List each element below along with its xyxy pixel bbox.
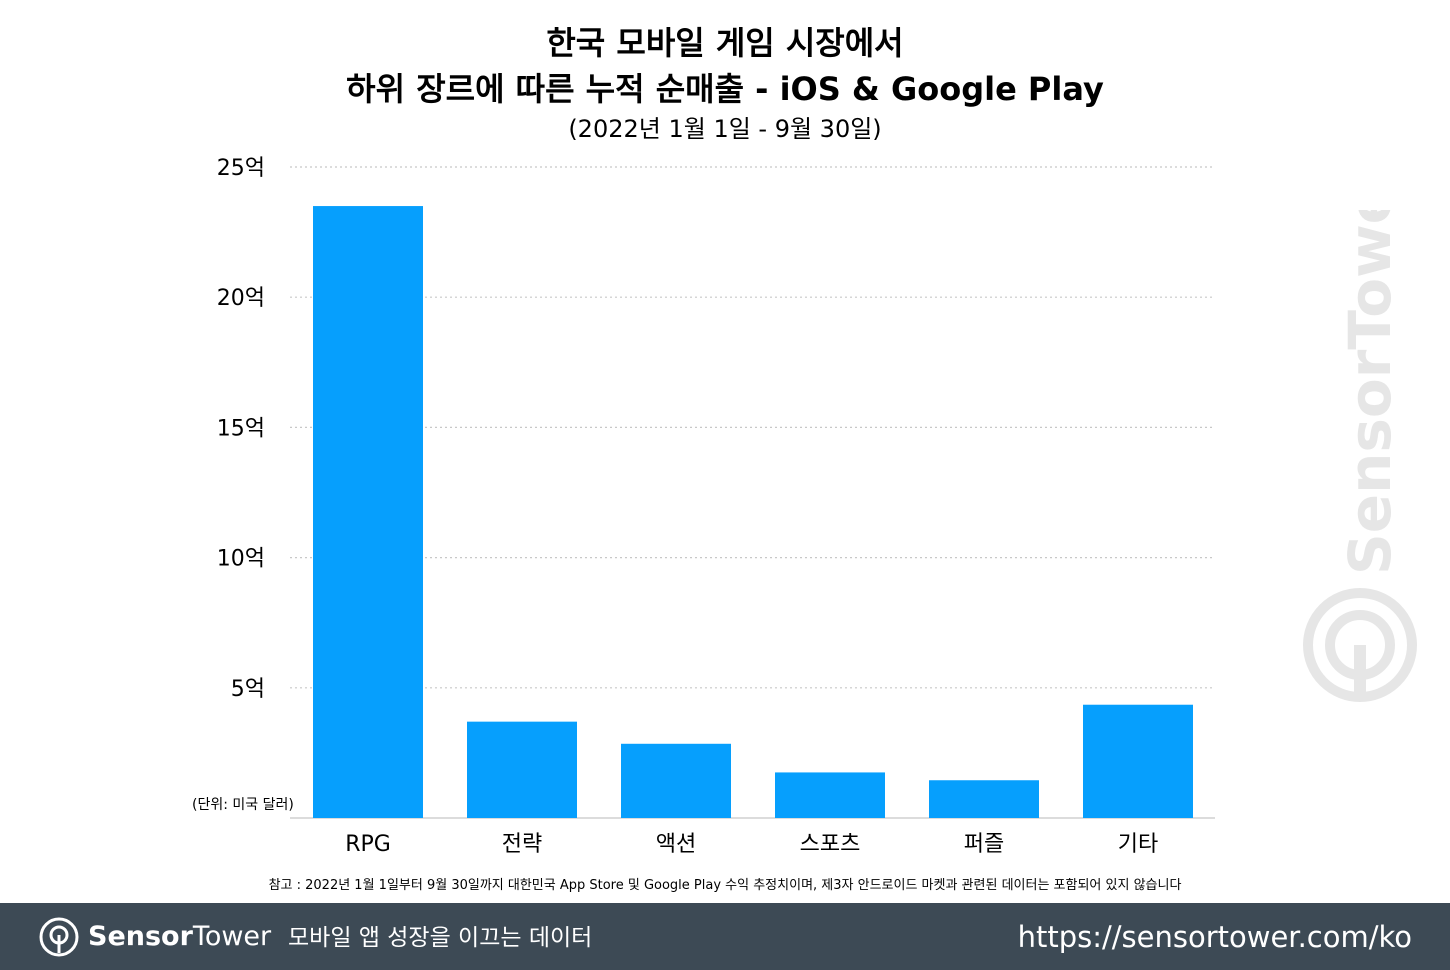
bar-2 xyxy=(621,743,731,818)
bar-3 xyxy=(775,772,885,818)
y-tick-label: 10억 xyxy=(217,547,265,572)
sensortower-logo-icon xyxy=(39,917,79,957)
bar-1 xyxy=(467,721,577,818)
footer-tagline: 모바일 앱 성장을 이끄는 데이터 xyxy=(288,925,593,951)
bar-4 xyxy=(929,780,1039,818)
footnote: 참고 : 2022년 1월 1일부터 9월 30일까지 대한민국 App Sto… xyxy=(268,878,1182,893)
y-tick-label: 20억 xyxy=(217,286,265,311)
bar-chart: 5억 10억 15억 20억 25억 RPG 전략 액션 스포츠 퍼즐 기타 xyxy=(217,156,1215,857)
footer-brand-bold: Sensor xyxy=(88,921,193,952)
bar-5 xyxy=(1083,704,1193,818)
x-tick-label: 스포츠 xyxy=(800,832,861,857)
footer-brand-regular: Tower xyxy=(192,921,272,952)
footer-url-link[interactable]: https://sensortower.com/ko xyxy=(1017,920,1412,954)
x-tick-label: 기타 xyxy=(1118,832,1158,857)
x-tick-label: 전략 xyxy=(502,832,542,857)
bar-0 xyxy=(313,206,423,818)
chart-title-line1: 한국 모바일 게임 시장에서 xyxy=(546,24,904,62)
footer-brand: SensorTower xyxy=(88,919,271,955)
x-tick-label: 퍼즐 xyxy=(964,832,1004,857)
chart-title-line2: 하위 장르에 따른 누적 순매출 - iOS & Google Play xyxy=(346,70,1104,108)
chart-subtitle: (2022년 1월 1일 - 9월 30일) xyxy=(568,115,882,143)
y-tick-label: 15억 xyxy=(217,416,265,441)
footer-bar: SensorTower 모바일 앱 성장을 이끄는 데이터 https://se… xyxy=(0,903,1450,970)
x-tick-label: RPG xyxy=(345,832,391,857)
y-tick-label: 25억 xyxy=(217,156,265,181)
unit-note: (단위: 미국 달러) xyxy=(192,797,294,813)
y-tick-label: 5억 xyxy=(231,677,265,702)
x-tick-label: 액션 xyxy=(656,832,696,857)
